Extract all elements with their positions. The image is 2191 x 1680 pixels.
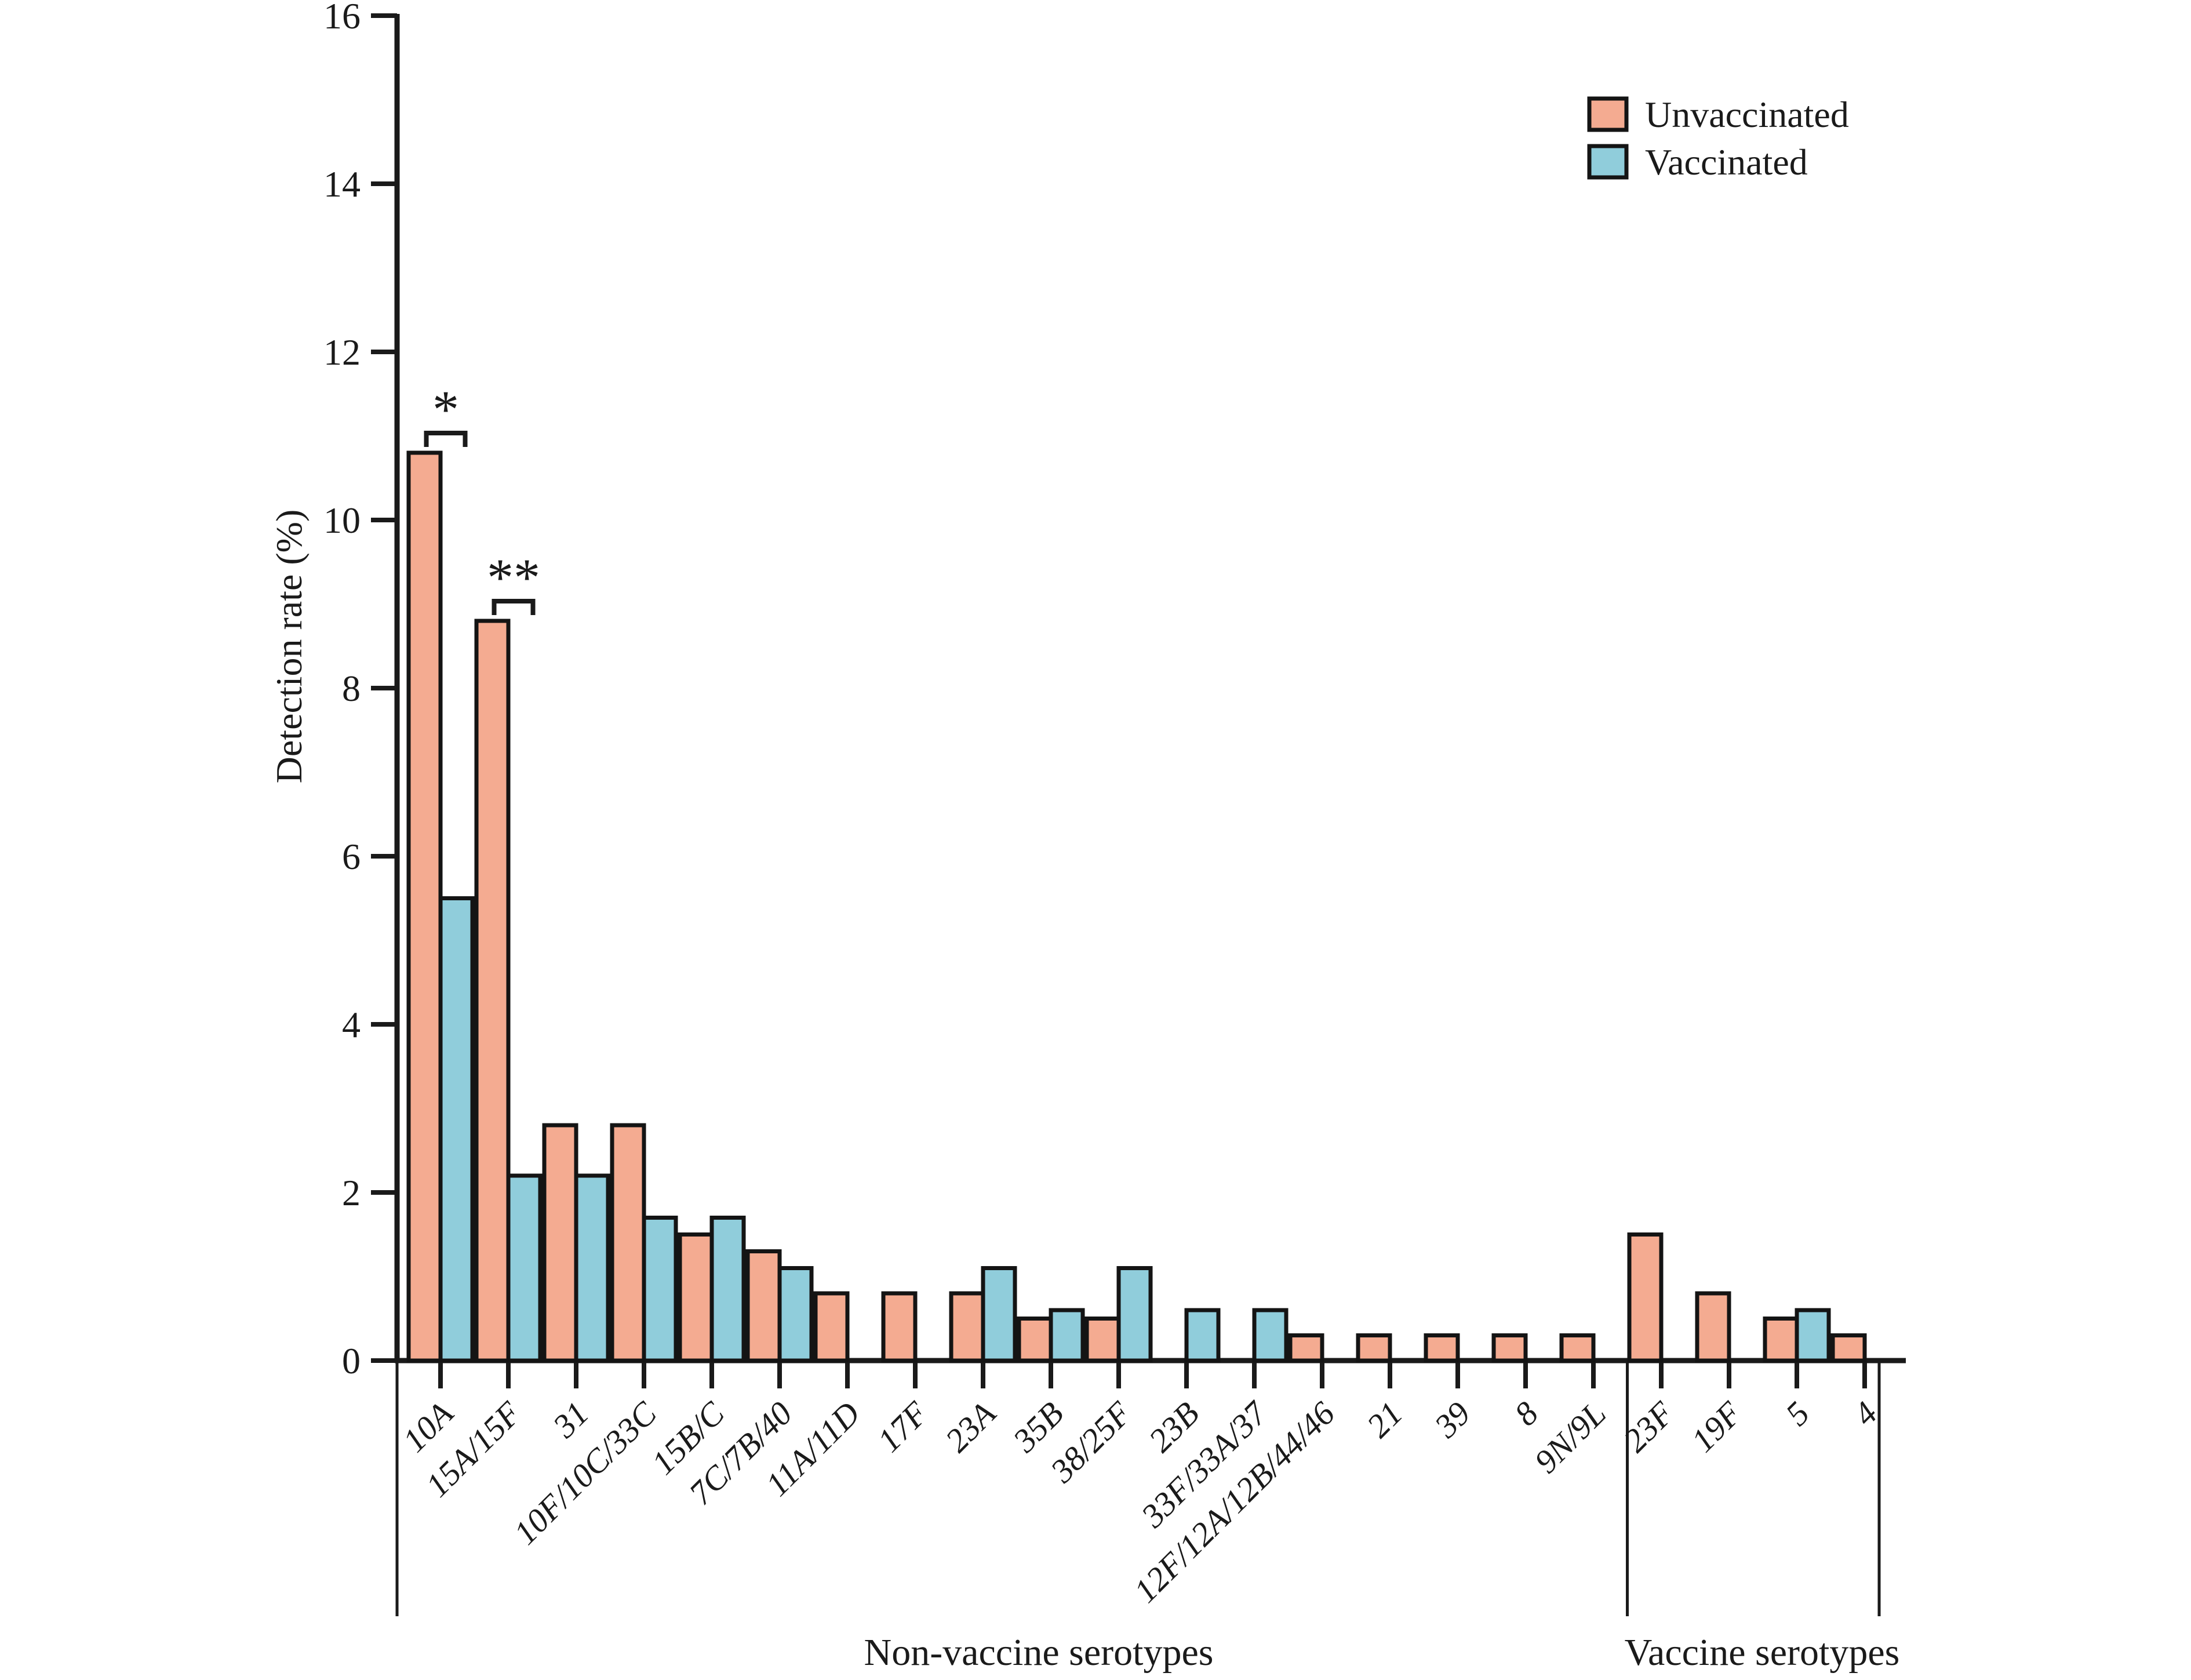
bar-unvaccinated-19F	[1695, 1291, 1731, 1363]
bar-unvaccinated-11A-11D	[813, 1291, 850, 1363]
x-axis-tick-label: 5	[1778, 1394, 1817, 1432]
axes-layer: 0 2 4 6 8 10 12 14 16	[323, 0, 1906, 1616]
bar-vaccinated-10F-10C-33C	[642, 1216, 678, 1363]
bar-vaccinated-5	[1795, 1308, 1831, 1363]
bar-unvaccinated-9N-9L	[1559, 1333, 1596, 1363]
bar-vaccinated-31	[574, 1173, 610, 1363]
bar-unvaccinated-8	[1491, 1333, 1528, 1363]
bar-vaccinated-23B	[1184, 1308, 1221, 1363]
x-axis-tick-label: 9N/9L	[1527, 1394, 1614, 1481]
bar-vaccinated-33F-33A-37	[1252, 1308, 1289, 1363]
legend: Unvaccinated Vaccinated	[1587, 94, 1849, 183]
bar-unvaccinated-7C-7B-40	[745, 1249, 782, 1363]
x-axis-tick-label: 17F	[870, 1394, 935, 1459]
x-group-label-vaccine: Vaccine serotypes	[1625, 1631, 1900, 1674]
y-axis-tick-label: 14	[323, 163, 361, 205]
bar-unvaccinated-10A	[406, 450, 443, 1363]
y-axis-tick-label: 12	[323, 332, 361, 373]
bar-unvaccinated-31	[542, 1123, 578, 1363]
bar-unvaccinated-39	[1424, 1333, 1460, 1363]
significance-bracket	[424, 431, 468, 447]
bar-unvaccinated-38-25F	[1084, 1317, 1121, 1363]
bar-unvaccinated-23A	[949, 1291, 985, 1363]
bar-unvaccinated-23F	[1627, 1232, 1664, 1363]
bar-unvaccinated-35B	[1017, 1317, 1053, 1363]
x-group-label-non-vaccine: Non-vaccine serotypes	[864, 1631, 1214, 1674]
y-axis-tick-label: 2	[342, 1172, 361, 1213]
bar-unvaccinated-4	[1830, 1333, 1867, 1363]
bar-unvaccinated-15A-15F	[474, 619, 511, 1363]
bar-vaccinated-35B	[1049, 1308, 1085, 1363]
bar-vaccinated-23A	[981, 1266, 1017, 1363]
legend-label-vaccinated: Vaccinated	[1645, 141, 1808, 183]
bar-unvaccinated-21	[1356, 1333, 1392, 1363]
y-axis-tick-label: 0	[342, 1340, 361, 1381]
bar-vaccinated-10A	[438, 896, 475, 1363]
significance-marker: **	[487, 548, 540, 607]
bar-unvaccinated-5	[1763, 1317, 1799, 1363]
significance-marker: *	[432, 380, 459, 439]
y-axis-tick-label: 16	[323, 0, 361, 37]
bar-unvaccinated-10F-10C-33C	[610, 1123, 646, 1363]
bar-vaccinated-7C-7B-40	[777, 1266, 814, 1363]
legend-label-unvaccinated: Unvaccinated	[1645, 94, 1849, 135]
y-axis-tick-label: 8	[342, 668, 361, 709]
bar-vaccinated-15A-15F	[506, 1173, 543, 1363]
significance-layer: ***	[424, 380, 540, 615]
bar-vaccinated-15B-C	[709, 1216, 746, 1363]
x-axis-tick-label: 8	[1507, 1394, 1545, 1432]
bar-unvaccinated-15B-C	[678, 1232, 714, 1363]
x-axis-tick-label: 23A	[938, 1394, 1003, 1459]
significance-bracket	[492, 599, 536, 615]
y-axis-title: Detection rate (%)	[268, 510, 310, 784]
x-axis-tick-label: 39	[1427, 1394, 1478, 1445]
x-axis-tick-label: 19F	[1684, 1394, 1749, 1459]
y-axis-tick-label: 6	[342, 836, 361, 877]
bars-layer	[406, 450, 1867, 1363]
x-axis-tick-label: 31	[545, 1394, 596, 1445]
bar-unvaccinated-17F	[881, 1291, 918, 1363]
y-axis-tick-label: 10	[323, 500, 361, 541]
legend-swatch-vaccinated	[1587, 144, 1629, 180]
bar-vaccinated-38-25F	[1116, 1266, 1153, 1363]
x-axis-tick-label: 21	[1359, 1394, 1410, 1445]
y-axis-tick-label: 4	[342, 1004, 361, 1045]
legend-swatch-unvaccinated	[1587, 96, 1629, 132]
bar-unvaccinated-12F-12A-12B-44-46	[1288, 1333, 1324, 1363]
